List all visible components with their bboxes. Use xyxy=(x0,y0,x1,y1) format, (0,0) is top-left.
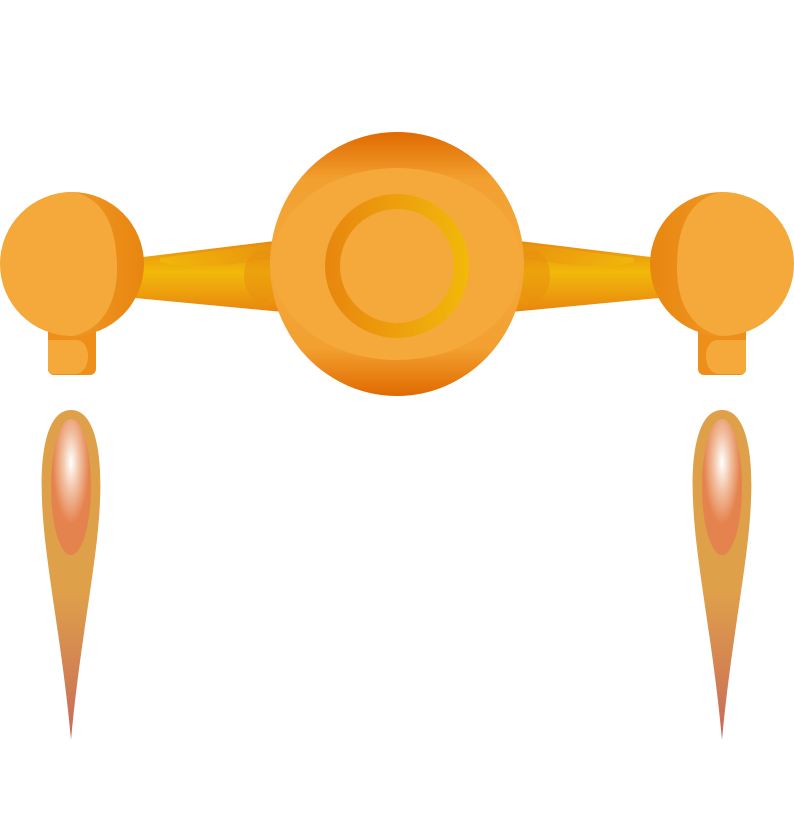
left-wing-arm xyxy=(135,240,283,312)
right-wing-arm xyxy=(511,240,659,312)
right-thruster-flame xyxy=(692,410,752,740)
central-cockpit xyxy=(270,132,524,396)
left-thruster-flame xyxy=(41,410,101,740)
left-engine-pod xyxy=(0,192,144,375)
cockpit-window xyxy=(340,209,454,323)
right-engine-pod xyxy=(650,192,794,375)
